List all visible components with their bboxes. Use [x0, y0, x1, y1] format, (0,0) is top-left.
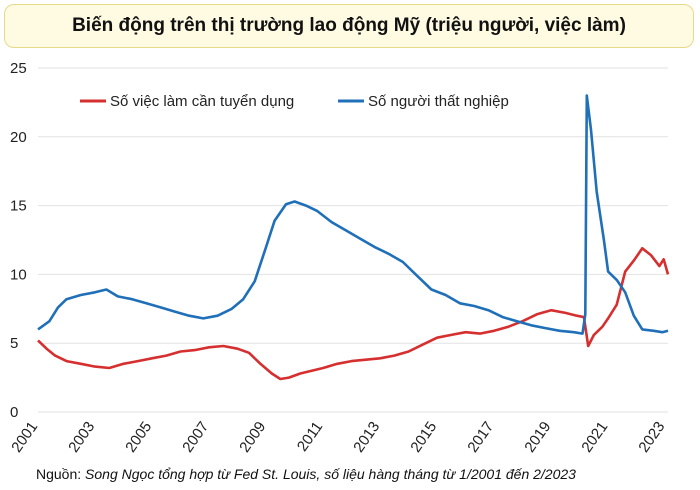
y-tick-label-5: 5	[10, 335, 18, 352]
source-text: Song Ngọc tổng hợp từ Fed St. Louis, số …	[85, 466, 576, 482]
gridlines	[38, 67, 668, 413]
legend: Số việc làm cần tuyển dụng Số người thất …	[80, 93, 509, 110]
source-prefix: Nguồn:	[36, 466, 86, 482]
x-tick-label-2021: 2021	[578, 419, 611, 456]
x-tick-label-2001: 2001	[8, 419, 41, 456]
legend-label-unemployed: Số người thất nghiệp	[368, 93, 509, 110]
y-tick-label-10: 10	[10, 266, 27, 283]
legend-label-job-openings: Số việc làm cần tuyển dụng	[110, 93, 294, 110]
series-line-unemployed	[37, 94, 669, 335]
x-tick-label-2017: 2017	[464, 419, 497, 456]
series-lines	[37, 94, 670, 381]
x-axis-ticks: 2001 2003 2005 2007 2009 2011 2013 2015 2017 2019…	[8, 419, 668, 456]
y-tick-label-15: 15	[10, 198, 27, 215]
chart-title-box: Biến động trên thị trường lao động Mỹ (t…	[4, 4, 694, 48]
y-tick-label-25: 25	[10, 60, 27, 77]
x-tick-label-2007: 2007	[179, 419, 212, 456]
series-line-job-openings	[37, 247, 670, 381]
y-tick-label-0: 0	[10, 404, 18, 421]
x-tick-label-2019: 2019	[521, 419, 554, 456]
source-note: Nguồn: Song Ngọc tổng hợp từ Fed St. Lou…	[36, 466, 576, 482]
x-tick-label-2015: 2015	[407, 419, 440, 456]
x-tick-label-2013: 2013	[350, 419, 383, 456]
x-tick-label-2003: 2003	[65, 419, 98, 456]
y-axis-ticks: 0 5 10 15 20 25	[10, 60, 27, 421]
y-tick-label-20: 20	[10, 129, 27, 146]
x-tick-label-2009: 2009	[236, 419, 269, 456]
x-tick-label-2023: 2023	[635, 419, 668, 456]
x-tick-label-2005: 2005	[122, 419, 155, 456]
chart-title: Biến động trên thị trường lao động Mỹ (t…	[72, 15, 626, 36]
x-tick-label-2011: 2011	[294, 419, 326, 455]
